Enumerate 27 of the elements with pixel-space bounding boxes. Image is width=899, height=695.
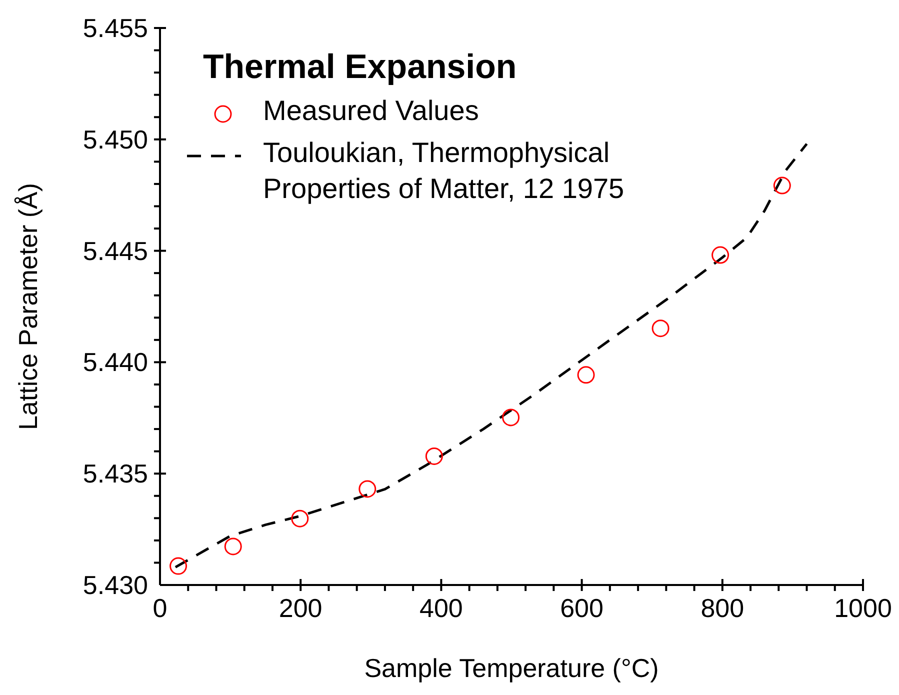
y-tick-label: 5.430: [82, 570, 148, 600]
x-tick-label: 800: [700, 593, 744, 623]
y-tick-label: 5.450: [82, 124, 148, 154]
x-tick-label: 200: [278, 593, 322, 623]
x-axis-title: Sample Temperature (°C): [364, 653, 659, 683]
y-axis-title: Lattice Parameter (Å): [13, 182, 44, 430]
point: [224, 538, 242, 556]
y-tick-label: 5.435: [82, 458, 148, 489]
y-tick-label: 5.445: [82, 236, 148, 266]
x-tick-label: 600: [560, 593, 604, 623]
point: [425, 447, 443, 465]
point: [773, 176, 791, 194]
legend-label: Touloukian, Thermophysical Properties of Matter, 12 1975: [262, 136, 626, 206]
legend-label: Measured Values: [262, 94, 479, 128]
y-tick-label: 5.440: [82, 347, 148, 378]
point: [291, 510, 309, 528]
point: [358, 480, 376, 498]
point: [502, 408, 520, 426]
x-tick-label: 400: [420, 593, 463, 623]
point: [577, 366, 595, 384]
legend-title: Thermal Expansion: [203, 48, 518, 87]
x-tick-label: 0: [152, 593, 168, 623]
point: [652, 320, 670, 338]
y-tick-label: 5.455: [82, 13, 148, 43]
x-tick-label: 1000: [834, 593, 892, 623]
point: [712, 246, 730, 264]
point: [170, 557, 188, 575]
